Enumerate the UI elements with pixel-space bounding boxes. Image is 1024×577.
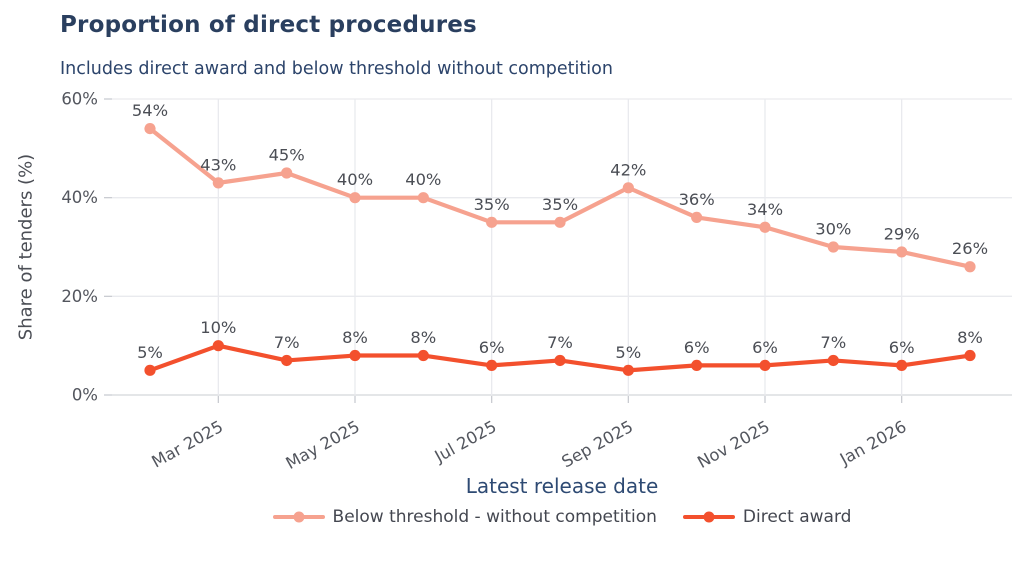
- svg-text:6%: 6%: [684, 338, 710, 357]
- svg-text:54%: 54%: [132, 101, 168, 120]
- svg-text:35%: 35%: [474, 195, 510, 214]
- svg-text:29%: 29%: [884, 224, 920, 243]
- svg-text:43%: 43%: [200, 155, 236, 174]
- svg-text:10%: 10%: [200, 318, 236, 337]
- svg-text:20%: 20%: [61, 287, 98, 306]
- svg-text:Jan 2026: Jan 2026: [836, 417, 910, 469]
- svg-text:8%: 8%: [957, 328, 983, 347]
- svg-text:6%: 6%: [889, 338, 915, 357]
- svg-text:60%: 60%: [61, 90, 98, 109]
- svg-text:45%: 45%: [269, 146, 305, 165]
- svg-text:40%: 40%: [337, 170, 373, 189]
- svg-text:7%: 7%: [274, 333, 300, 352]
- legend-line-marker-icon: [682, 511, 735, 523]
- svg-text:Jul 2025: Jul 2025: [431, 417, 500, 467]
- svg-text:36%: 36%: [679, 190, 715, 209]
- svg-text:7%: 7%: [820, 333, 846, 352]
- chart-subtitle: Includes direct award and below threshol…: [60, 59, 613, 79]
- legend: Below threshold - without competition Di…: [112, 507, 1012, 527]
- svg-text:7%: 7%: [547, 333, 573, 352]
- svg-text:5%: 5%: [137, 343, 163, 362]
- svg-text:May 2025: May 2025: [283, 417, 363, 473]
- svg-text:35%: 35%: [542, 195, 578, 214]
- svg-text:26%: 26%: [952, 239, 988, 258]
- svg-text:0%: 0%: [72, 386, 98, 405]
- chart-title: Proportion of direct procedures: [60, 12, 477, 38]
- legend-label-direct-award: Direct award: [742, 507, 852, 527]
- svg-text:8%: 8%: [342, 328, 368, 347]
- svg-text:8%: 8%: [410, 328, 436, 347]
- svg-text:40%: 40%: [405, 170, 441, 189]
- svg-text:Nov 2025: Nov 2025: [694, 417, 773, 472]
- svg-text:Sep 2025: Sep 2025: [559, 417, 637, 472]
- svg-text:5%: 5%: [615, 343, 641, 362]
- legend-line-marker-icon: [272, 511, 325, 523]
- svg-text:30%: 30%: [815, 220, 851, 239]
- svg-text:34%: 34%: [747, 200, 783, 219]
- svg-text:6%: 6%: [479, 338, 505, 357]
- svg-text:40%: 40%: [61, 188, 98, 207]
- svg-text:42%: 42%: [610, 160, 646, 179]
- legend-item-direct-award[interactable]: Direct award: [682, 507, 852, 527]
- x-axis-title: Latest release date: [465, 474, 659, 498]
- svg-text:Mar 2025: Mar 2025: [149, 417, 227, 472]
- svg-text:6%: 6%: [752, 338, 778, 357]
- legend-item-below-threshold[interactable]: Below threshold - without competition: [272, 507, 657, 527]
- legend-label-below-threshold: Below threshold - without competition: [332, 507, 657, 527]
